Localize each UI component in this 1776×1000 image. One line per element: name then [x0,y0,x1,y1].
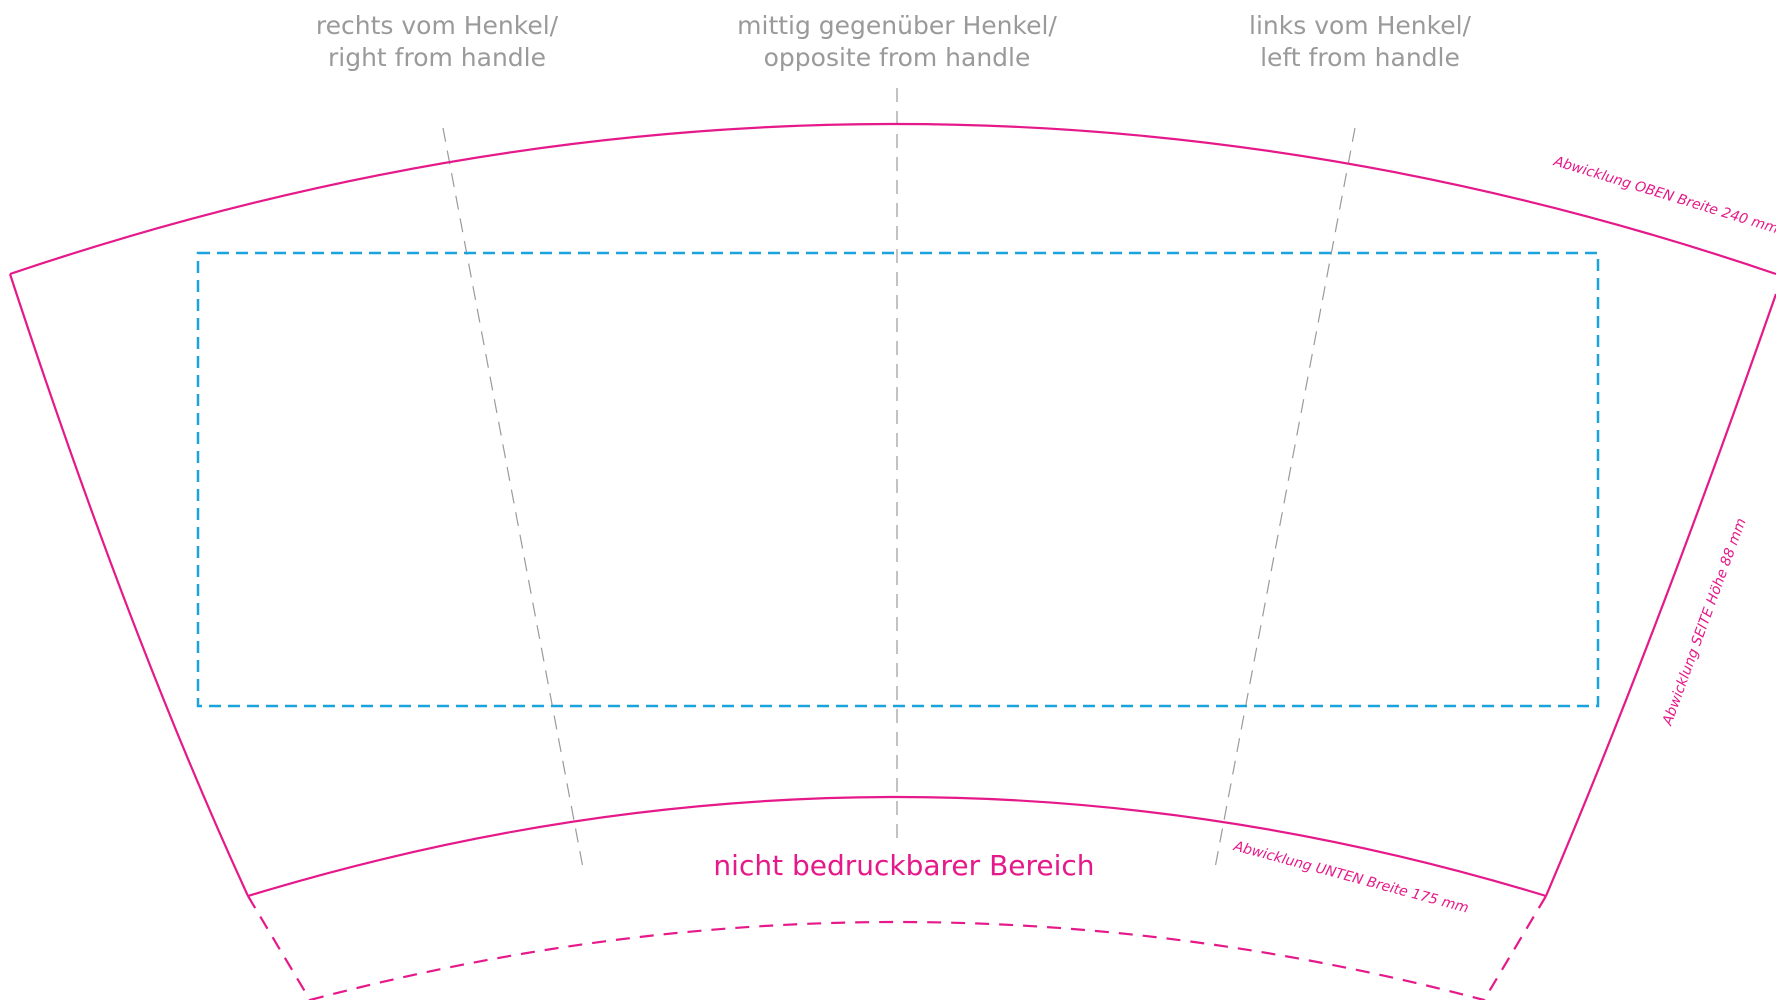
label-right-of-handle-line1: rechts vom Henkel/ [316,11,559,40]
dimension-bottom-label: Abwicklung UNTEN Breite 175 mm [1231,838,1470,916]
nonprint-left-dash [247,895,311,1000]
nonprint-bottom-arc [309,920,1485,1000]
dimension-side-label: Abwicklung SEITE Höhe 88 mm [1659,516,1749,728]
label-opposite-handle-line1: mittig gegenüber Henkel/ [737,11,1057,40]
wrap-right-edge [1544,293,1776,897]
print-area-rect [196,251,1600,708]
non-printable-area-label: nicht bedruckbarer Bereich [713,849,1094,882]
wrap-left-edge [8,273,249,897]
dimension-top-label: Abwicklung OBEN Breite 240 mm [1551,153,1776,237]
guide-line-right [442,127,584,869]
wrap-top-arc [9,122,1776,276]
guide-line-left [1214,127,1356,869]
label-right-of-handle-line2: right from handle [328,43,546,72]
wrap-bottom-arc [247,795,1547,898]
label-opposite-handle-line2: opposite from handle [764,43,1031,72]
label-left-of-handle-line1: links vom Henkel/ [1249,11,1472,40]
label-left-of-handle-line2: left from handle [1260,43,1460,72]
nonprint-right-dash [1483,895,1547,1000]
